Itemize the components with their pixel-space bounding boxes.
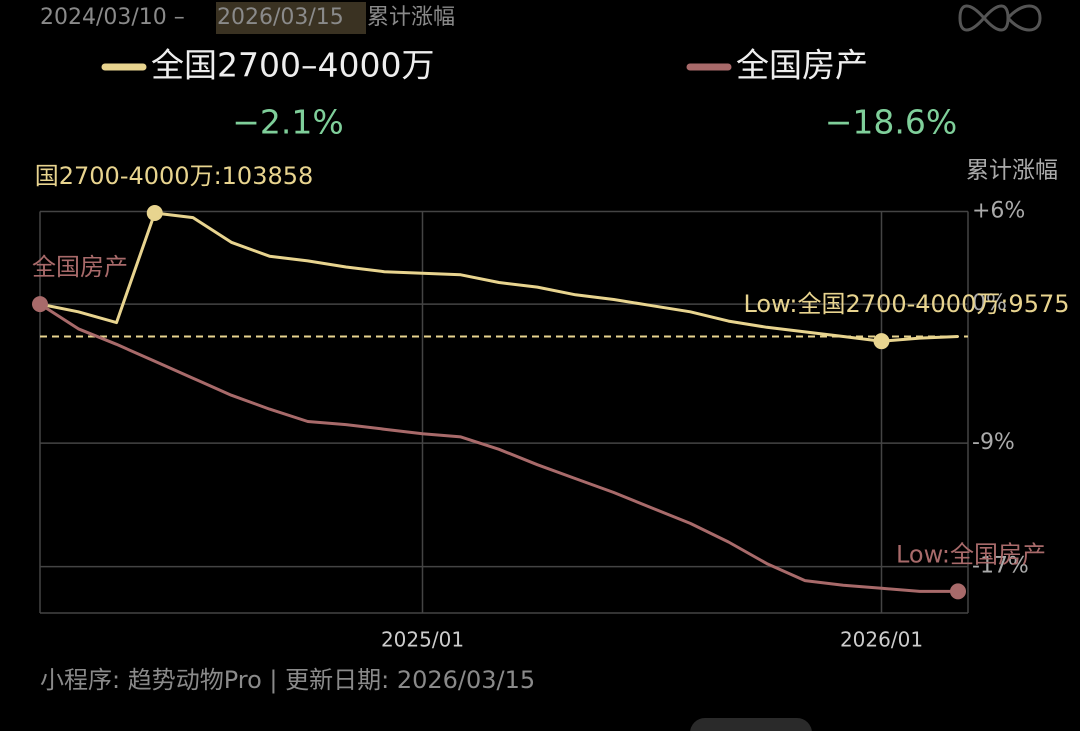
annotation-dot: [873, 333, 890, 350]
annotation-dot: [32, 296, 48, 313]
subtitle-label: 累计涨幅: [367, 5, 455, 30]
x-tick-label: 2025/01: [381, 628, 464, 652]
annotation-label: 国2700-4000万:103858: [35, 162, 314, 190]
series-line: [39, 211, 959, 343]
y-axis-label: 累计涨幅: [966, 158, 1058, 184]
y-tick-label: -9%: [972, 430, 1015, 455]
subtitle-end: 2026/03/15: [217, 5, 344, 30]
annotation-dot: [950, 583, 966, 600]
annotation-label: 全国房产: [32, 253, 128, 281]
legend-change: −2.1%: [232, 103, 344, 142]
subtitle-start: 2024/03/10 –: [40, 5, 185, 30]
y-tick-label: 0%: [972, 291, 1007, 316]
annotation-label: Low:全国房产: [896, 540, 1046, 568]
infinity-icon[interactable]: [958, 4, 1042, 32]
footer: 小程序: 趋势动物Pro | 更新日期: 2026/03/15: [40, 666, 535, 694]
y-tick-label: -17%: [972, 554, 1029, 579]
y-tick-label: +6%: [972, 198, 1025, 223]
home-indicator: [690, 718, 812, 731]
legend-label: 全国房产: [736, 46, 868, 85]
date-highlight: [216, 2, 366, 34]
legend-change: −18.6%: [825, 103, 957, 142]
legend-label: 全国2700–4000万: [151, 46, 434, 85]
annotation-label: Low:全国2700-4000万:9575: [743, 290, 1069, 318]
x-tick-label: 2026/01: [840, 628, 923, 652]
annotation-dot: [146, 204, 163, 221]
series-line: [39, 302, 958, 593]
